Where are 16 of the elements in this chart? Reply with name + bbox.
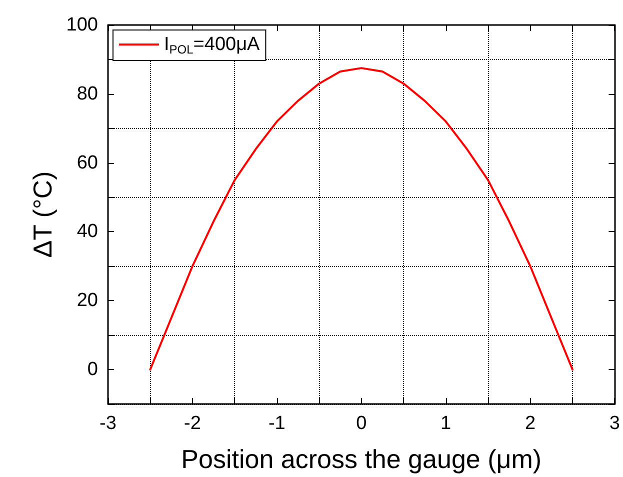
y-tick-label: 100	[66, 14, 98, 36]
x-tick-label: -3	[100, 413, 116, 434]
y-tick-label: 80	[76, 83, 98, 104]
y-tick-label: 20	[76, 290, 98, 312]
x-tick-label: 3	[609, 413, 620, 434]
x-tick-label: 1	[440, 413, 452, 434]
x-tick-label: 0	[356, 413, 367, 434]
x-axis-title: Position across the gauge (μm)	[181, 444, 542, 474]
x-tick-label: -2	[184, 413, 201, 434]
y-axis-title: ΔT (°C)	[27, 171, 58, 258]
y-tick-label: 0	[87, 359, 98, 380]
x-tick-label: 2	[524, 413, 536, 434]
y-tick-label: 60	[76, 152, 98, 174]
y-tick-label: 40	[76, 221, 98, 242]
x-tick-label: -1	[268, 413, 286, 434]
line-series	[149, 67, 574, 371]
